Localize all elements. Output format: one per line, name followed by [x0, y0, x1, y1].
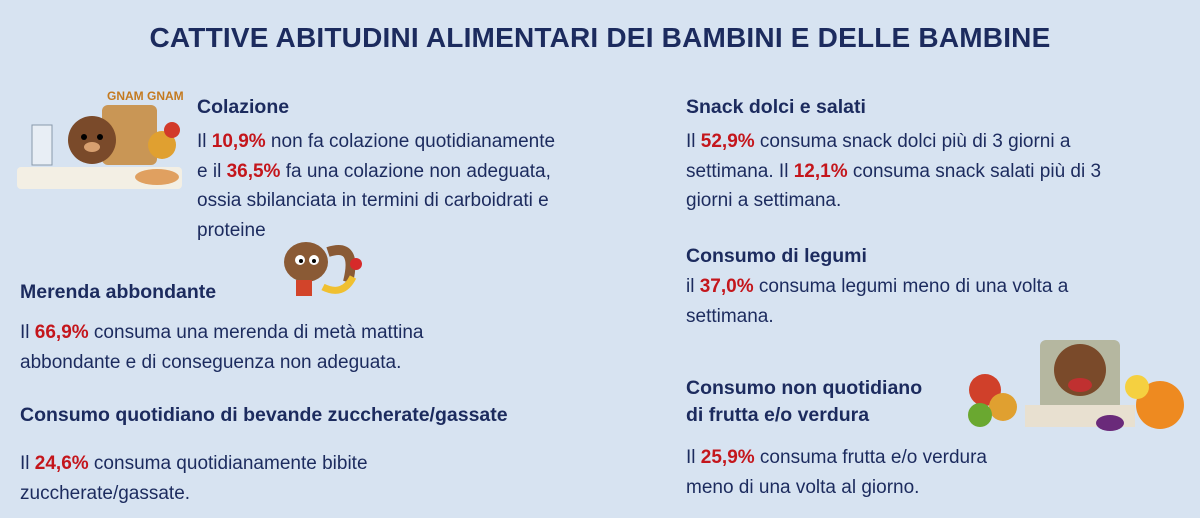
- section-heading: Snack dolci e salati: [686, 94, 1101, 121]
- body-line: abbondante e di conseguenza non adeguata…: [20, 348, 423, 378]
- breakfast-bear-illustration: GNAM GNAM: [17, 89, 184, 189]
- section-body: Il 25,9% consuma frutta e/o verdura meno …: [686, 443, 987, 502]
- body-line: Il 25,9% consuma frutta e/o verdura: [686, 443, 987, 473]
- section-legumi: Consumo di legumi il 37,0% consuma legumi…: [686, 243, 1068, 331]
- section-body: Il 24,6% consuma quotidianamente bibite z…: [20, 449, 508, 508]
- percentage-highlight: 52,9%: [700, 131, 755, 152]
- body-text: consuma frutta e/o verdura: [754, 447, 987, 468]
- body-line: meno di una volta al giorno.: [686, 473, 987, 503]
- body-text: Il: [686, 131, 701, 152]
- page-title: CATTIVE ABITUDINI ALIMENTARI DEI BAMBINI…: [149, 22, 1051, 53]
- body-text: fa una colazione non adeguata,: [280, 160, 551, 182]
- body-text: consuma una merenda di metà mattina: [88, 322, 424, 343]
- section-heading-line: Merenda abbondante: [20, 281, 217, 303]
- body-text: Il: [197, 131, 212, 152]
- percentage-highlight: 10,9%: [211, 131, 266, 152]
- section-heading: Colazione: [197, 94, 555, 121]
- body-line: Il 66,9% consuma una merenda di metà mat…: [20, 318, 423, 348]
- section-snack: Snack dolci e salati Il 52,9% consuma sna…: [686, 94, 1101, 216]
- percentage-highlight: 66,9%: [34, 322, 89, 343]
- body-text: consuma legumi meno di una volta a: [753, 276, 1069, 297]
- body-text: settimana. Il: [686, 160, 794, 182]
- percentage-highlight: 36,5%: [226, 160, 281, 182]
- body-line: Il 24,6% consuma quotidianamente bibite: [20, 449, 508, 479]
- section-merenda: Merenda abbondante Il 66,9% consuma una m…: [20, 279, 423, 377]
- section-heading-line: Consumo quotidiano di bevande zuccherate…: [20, 404, 508, 426]
- body-text: meno di una volta al giorno.: [686, 476, 920, 498]
- body-line: il 37,0% consuma legumi meno di una volt…: [686, 272, 1068, 302]
- section-heading-line: Consumo di legumi: [686, 245, 867, 267]
- body-line: settimana. Il 12,1% consuma snack salati…: [686, 157, 1101, 187]
- section-body: Il 10,9% non fa colazione quotidianament…: [197, 127, 555, 245]
- section-heading: Consumo quotidiano di bevande zuccherate…: [20, 402, 508, 429]
- section-body: Il 52,9% consuma snack dolci più di 3 gi…: [686, 127, 1101, 216]
- section-colazione: Colazione Il 10,9% non fa colazione quoti…: [197, 94, 555, 245]
- section-heading: Consumo di legumi: [686, 243, 1068, 270]
- body-line: proteine: [197, 216, 555, 246]
- section-frutta-verdura: Consumo non quotidiano di frutta e/o verd…: [686, 375, 987, 502]
- section-heading: Merenda abbondante: [20, 279, 423, 306]
- body-line: settimana.: [686, 302, 1068, 332]
- section-heading-line: Consumo non quotidiano: [686, 377, 923, 399]
- body-text: Il: [20, 453, 35, 474]
- body-text: consuma quotidianamente bibite: [88, 453, 368, 474]
- section-bevande: Consumo quotidiano di bevande zuccherate…: [20, 402, 508, 508]
- percentage-highlight: 25,9%: [700, 447, 755, 468]
- vegetables-bear-illustration: [968, 340, 1184, 431]
- body-text: ossia sbilanciata in termini di carboidr…: [197, 190, 549, 211]
- body-text: Il: [20, 322, 35, 343]
- section-heading-line: Colazione: [197, 96, 290, 118]
- body-line: giorni a settimana.: [686, 186, 1101, 216]
- body-text: proteine: [197, 219, 266, 241]
- body-text: settimana.: [686, 305, 774, 327]
- gnam-text: GNAM GNAM: [107, 89, 184, 103]
- squirrel-illustration: [284, 242, 362, 296]
- percentage-highlight: 24,6%: [34, 453, 89, 474]
- body-text: e il: [197, 160, 227, 182]
- body-line: ossia sbilanciata in termini di carboidr…: [197, 186, 555, 216]
- body-text: consuma snack dolci più di 3 giorni a: [754, 131, 1071, 152]
- percentage-highlight: 37,0%: [699, 276, 754, 297]
- section-body: il 37,0% consuma legumi meno di una volt…: [686, 272, 1068, 331]
- body-text: il: [686, 276, 700, 297]
- section-heading-line: Snack dolci e salati: [686, 96, 866, 118]
- body-text: zuccherate/gassate.: [20, 482, 191, 504]
- body-line: e il 36,5% fa una colazione non adeguata…: [197, 157, 555, 187]
- body-text: consuma snack salati più di 3: [847, 160, 1102, 182]
- body-line: Il 52,9% consuma snack dolci più di 3 gi…: [686, 127, 1101, 157]
- percentage-highlight: 12,1%: [793, 160, 848, 182]
- body-line: Il 10,9% non fa colazione quotidianament…: [197, 127, 555, 157]
- section-body: Il 66,9% consuma una merenda di metà mat…: [20, 318, 423, 377]
- body-line: zuccherate/gassate.: [20, 479, 508, 509]
- body-text: non fa colazione quotidianamente: [265, 131, 556, 152]
- section-heading: Consumo non quotidiano di frutta e/o verd…: [686, 375, 987, 429]
- body-text: giorni a settimana.: [686, 190, 842, 211]
- body-text: Il: [686, 447, 701, 468]
- section-heading-line: di frutta e/o verdura: [686, 404, 870, 426]
- body-text: abbondante e di conseguenza non adeguata…: [20, 351, 402, 373]
